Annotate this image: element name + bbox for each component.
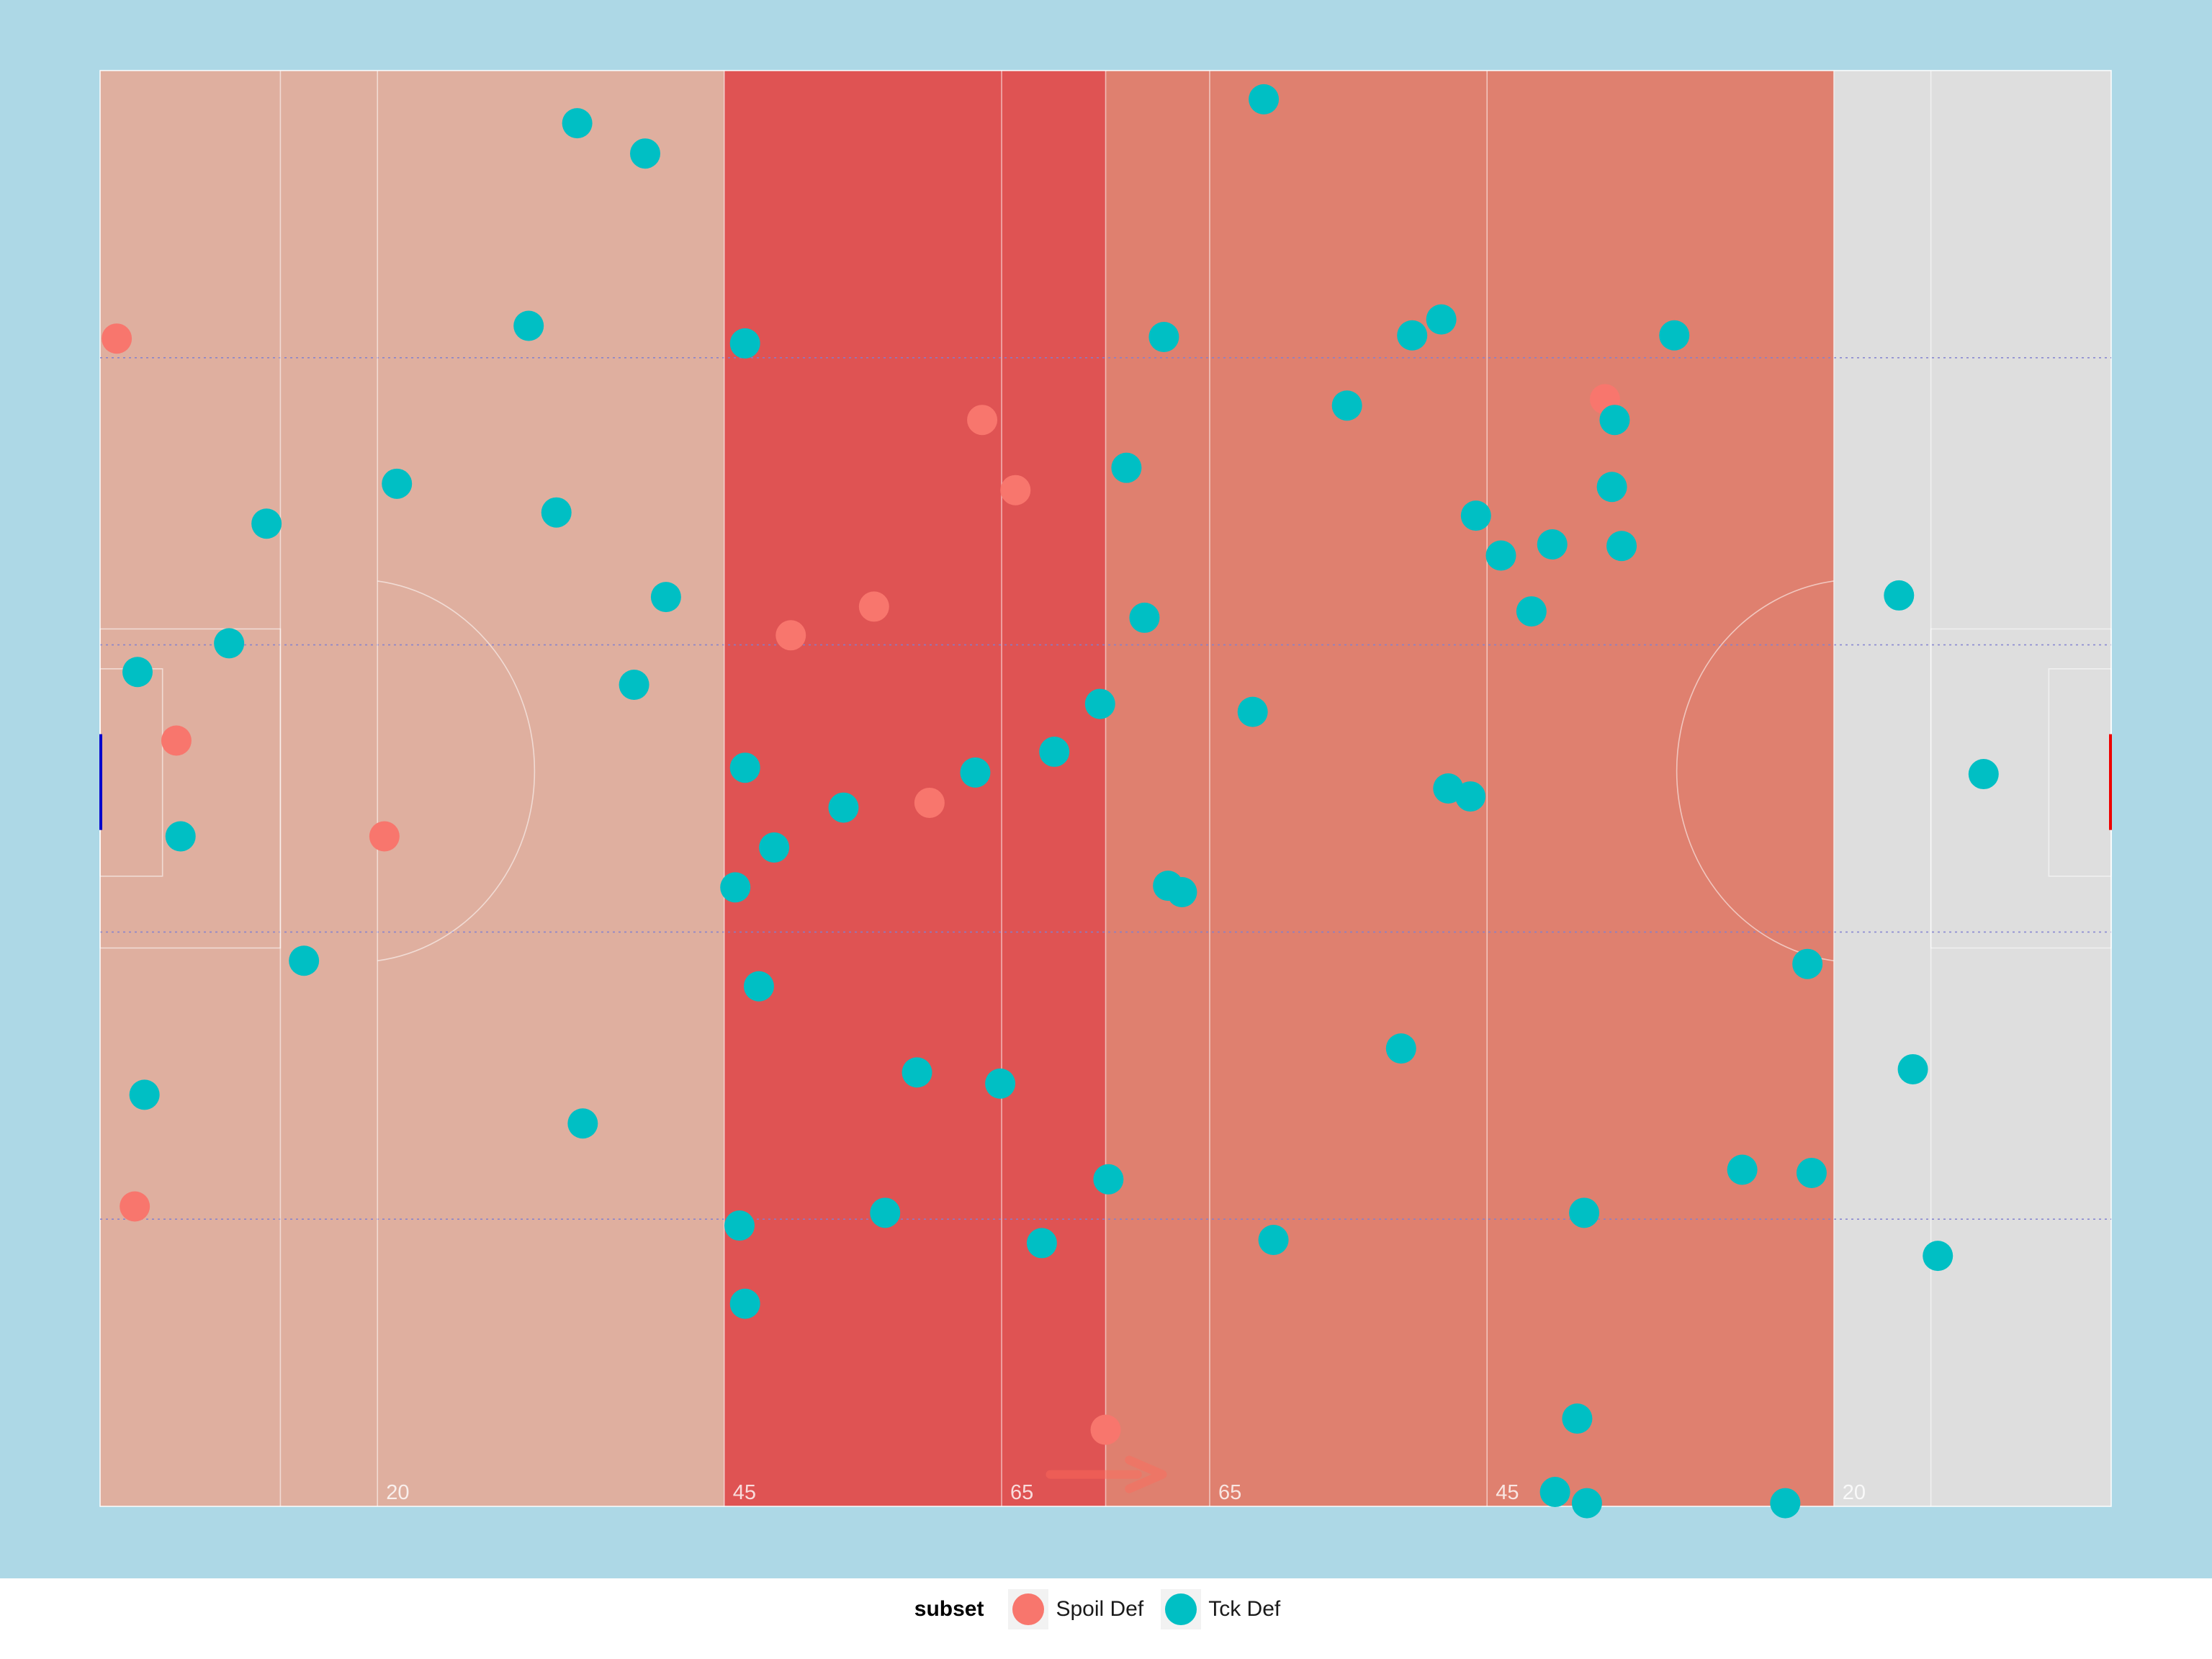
legend-dot-spoil-def bbox=[1012, 1593, 1045, 1625]
point-spoil-def bbox=[120, 1191, 150, 1222]
point-tck-def bbox=[562, 108, 593, 139]
legend-item-tck-def: Tck Def bbox=[1161, 1589, 1280, 1629]
distance-marker-label: 65 bbox=[1010, 1481, 1033, 1504]
legend-label-tck-def: Tck Def bbox=[1208, 1597, 1281, 1621]
point-tck-def bbox=[1249, 84, 1280, 114]
point-tck-def bbox=[567, 1108, 598, 1139]
point-tck-def bbox=[251, 508, 282, 539]
point-tck-def bbox=[985, 1068, 1016, 1099]
point-tck-def bbox=[382, 468, 413, 499]
point-tck-def bbox=[1792, 948, 1823, 979]
legend-dot-tck-def bbox=[1165, 1593, 1197, 1625]
point-tck-def bbox=[1397, 320, 1428, 351]
point-tck-def bbox=[828, 792, 859, 823]
point-tck-def bbox=[1562, 1403, 1593, 1434]
point-tck-def bbox=[1606, 531, 1637, 562]
point-spoil-def bbox=[102, 323, 132, 354]
point-tck-def bbox=[1516, 596, 1547, 627]
point-tck-def bbox=[1539, 1477, 1570, 1508]
point-tck-def bbox=[729, 1288, 760, 1319]
point-tck-def bbox=[1455, 781, 1486, 812]
point-spoil-def bbox=[161, 725, 192, 756]
point-tck-def bbox=[729, 328, 760, 359]
point-tck-def bbox=[1166, 877, 1197, 908]
point-tck-def bbox=[1026, 1228, 1057, 1259]
distance-marker-label: 65 bbox=[1218, 1481, 1241, 1504]
point-tck-def bbox=[724, 1210, 755, 1241]
distance-marker-label: 45 bbox=[733, 1481, 756, 1504]
zone-def bbox=[100, 71, 724, 1506]
point-tck-def bbox=[729, 752, 760, 783]
point-tck-def bbox=[743, 971, 774, 1002]
legend-item-spoil-def: Spoil Def bbox=[1008, 1589, 1143, 1629]
point-tck-def bbox=[1923, 1241, 1954, 1272]
legend-title: subset bbox=[914, 1597, 984, 1621]
point-tck-def bbox=[870, 1197, 901, 1228]
point-tck-def bbox=[1237, 696, 1268, 727]
legend-key-tck-def bbox=[1161, 1589, 1202, 1629]
legend-label-spoil-def: Spoil Def bbox=[1056, 1597, 1144, 1621]
point-tck-def bbox=[214, 628, 245, 659]
point-tck-def bbox=[1796, 1157, 1827, 1188]
point-spoil-def bbox=[1090, 1414, 1121, 1445]
zone-mid bbox=[724, 71, 1106, 1506]
point-tck-def bbox=[1129, 602, 1160, 633]
distance-marker-label: 45 bbox=[1496, 1481, 1519, 1504]
point-tck-def bbox=[541, 497, 572, 528]
point-tck-def bbox=[1111, 452, 1142, 483]
point-tck-def bbox=[960, 757, 991, 788]
point-tck-def bbox=[1897, 1053, 1928, 1084]
distance-marker-label: 20 bbox=[386, 1481, 409, 1504]
point-tck-def bbox=[650, 582, 681, 613]
legend: subset Spoil Def Tck Def bbox=[0, 1577, 2212, 1642]
point-tck-def bbox=[1727, 1154, 1758, 1185]
point-tck-def bbox=[1537, 529, 1568, 560]
legend-key-spoil-def bbox=[1008, 1589, 1049, 1629]
point-tck-def bbox=[1460, 500, 1491, 531]
point-tck-def bbox=[513, 310, 544, 341]
point-tck-def bbox=[1968, 759, 1999, 790]
point-tck-def bbox=[1426, 304, 1457, 335]
point-tck-def bbox=[122, 657, 153, 688]
point-spoil-def bbox=[1000, 475, 1031, 505]
point-tck-def bbox=[1569, 1197, 1600, 1228]
direction-arrow bbox=[1046, 1455, 1167, 1493]
point-tck-def bbox=[289, 945, 320, 976]
point-tck-def bbox=[629, 138, 660, 169]
point-tck-def bbox=[1571, 1488, 1602, 1519]
point-tck-def bbox=[1770, 1488, 1801, 1519]
point-tck-def bbox=[1084, 688, 1115, 719]
point-tck-def bbox=[1385, 1033, 1416, 1064]
point-tck-def bbox=[1148, 321, 1179, 352]
point-tck-def bbox=[1331, 390, 1362, 421]
left-semicircle bbox=[377, 580, 536, 962]
point-tck-def bbox=[1596, 472, 1627, 503]
right-semicircle bbox=[1676, 580, 1834, 962]
point-tck-def bbox=[1599, 405, 1630, 436]
point-tck-def bbox=[619, 669, 649, 700]
point-spoil-def bbox=[967, 405, 998, 436]
point-tck-def bbox=[1093, 1164, 1124, 1195]
point-tck-def bbox=[1258, 1225, 1289, 1256]
point-tck-def bbox=[902, 1057, 932, 1088]
point-tck-def bbox=[1039, 737, 1070, 768]
point-tck-def bbox=[165, 821, 196, 852]
point-spoil-def bbox=[914, 787, 945, 818]
point-tck-def bbox=[1884, 580, 1915, 611]
distance-marker-label: 20 bbox=[1843, 1481, 1866, 1504]
point-spoil-def bbox=[858, 591, 889, 622]
point-tck-def bbox=[720, 872, 751, 903]
point-tck-def bbox=[759, 832, 790, 863]
point-tck-def bbox=[1485, 540, 1516, 571]
point-tck-def bbox=[1659, 320, 1690, 351]
point-tck-def bbox=[129, 1079, 160, 1110]
point-spoil-def bbox=[369, 821, 400, 852]
point-spoil-def bbox=[775, 620, 806, 651]
